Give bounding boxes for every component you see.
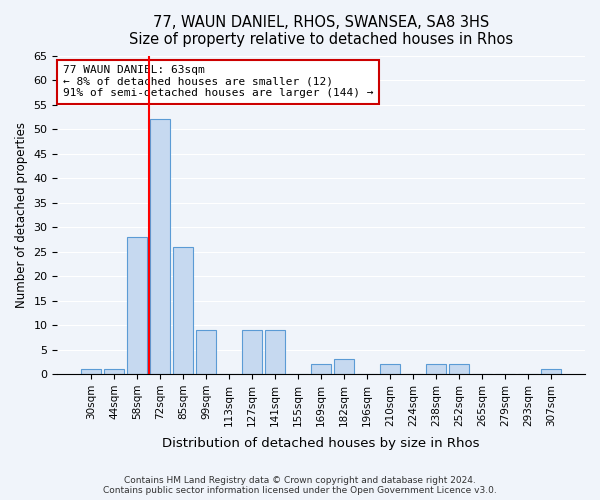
Bar bbox=[449, 364, 469, 374]
Bar bbox=[242, 330, 262, 374]
Bar bbox=[196, 330, 216, 374]
Bar bbox=[82, 369, 101, 374]
Bar bbox=[334, 360, 354, 374]
Bar bbox=[265, 330, 285, 374]
Text: 77 WAUN DANIEL: 63sqm
← 8% of detached houses are smaller (12)
91% of semi-detac: 77 WAUN DANIEL: 63sqm ← 8% of detached h… bbox=[62, 65, 373, 98]
Title: 77, WAUN DANIEL, RHOS, SWANSEA, SA8 3HS
Size of property relative to detached ho: 77, WAUN DANIEL, RHOS, SWANSEA, SA8 3HS … bbox=[129, 15, 513, 48]
Bar bbox=[380, 364, 400, 374]
X-axis label: Distribution of detached houses by size in Rhos: Distribution of detached houses by size … bbox=[163, 437, 480, 450]
Y-axis label: Number of detached properties: Number of detached properties bbox=[15, 122, 28, 308]
Bar bbox=[151, 119, 170, 374]
Bar bbox=[541, 369, 561, 374]
Bar bbox=[173, 246, 193, 374]
Text: Contains HM Land Registry data © Crown copyright and database right 2024.
Contai: Contains HM Land Registry data © Crown c… bbox=[103, 476, 497, 495]
Bar bbox=[104, 369, 124, 374]
Bar bbox=[127, 237, 147, 374]
Bar bbox=[427, 364, 446, 374]
Bar bbox=[311, 364, 331, 374]
